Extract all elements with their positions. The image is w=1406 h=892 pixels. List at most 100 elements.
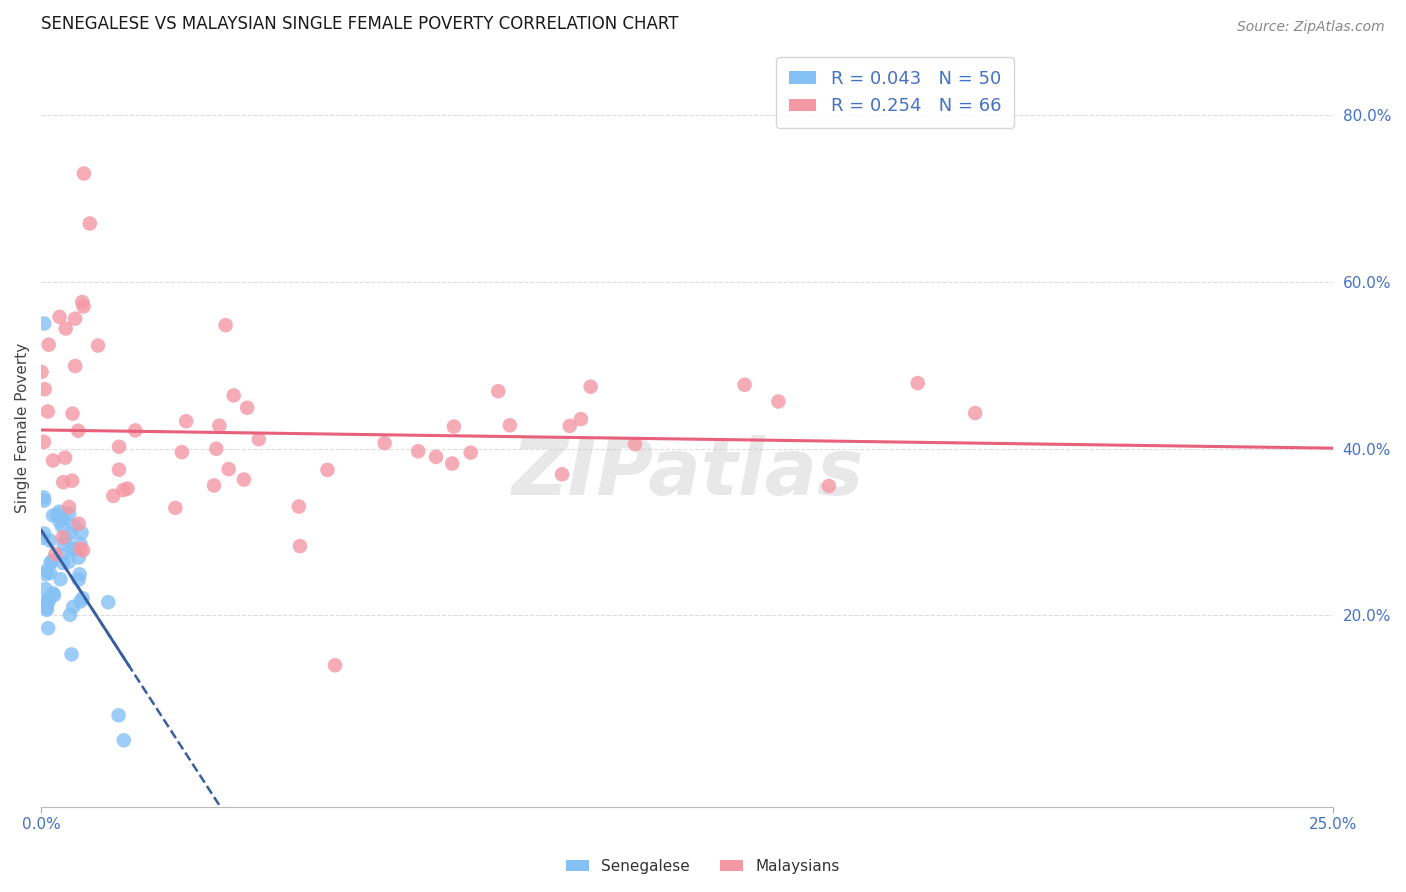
Point: [35, 567, 58, 582]
Point: [62, 542, 84, 557]
Point: [62, 407, 84, 421]
Point: [124, 423, 146, 437]
Point: [486, 384, 509, 399]
Point: [443, 419, 465, 434]
Point: [316, 463, 339, 477]
Point: [60, 474, 83, 488]
Point: [205, 442, 228, 456]
Point: [39, 556, 62, 570]
Text: SENEGALESE VS MALAYSIAN SINGLE FEMALE POVERTY CORRELATION CHART: SENEGALESE VS MALAYSIAN SINGLE FEMALE PO…: [41, 15, 679, 33]
Point: [52, 530, 75, 544]
Point: [32, 434, 55, 449]
Point: [79, 217, 101, 231]
Point: [35, 564, 58, 578]
Point: [72, 295, 94, 310]
Point: [35, 593, 58, 607]
Legend: Senegalese, Malaysians: Senegalese, Malaysians: [560, 853, 846, 880]
Point: [425, 450, 447, 464]
Point: [218, 462, 240, 476]
Point: [236, 401, 259, 415]
Point: [67, 550, 90, 565]
Point: [569, 412, 592, 426]
Point: [69, 594, 91, 608]
Point: [247, 432, 270, 446]
Point: [59, 607, 82, 622]
Point: [38, 337, 60, 351]
Point: [323, 658, 346, 673]
Point: [60, 541, 83, 556]
Point: [69, 536, 91, 550]
Point: [37, 621, 59, 635]
Text: ZIPatlas: ZIPatlas: [510, 435, 863, 511]
Y-axis label: Single Female Poverty: Single Female Poverty: [15, 343, 30, 513]
Point: [35, 603, 58, 617]
Point: [55, 532, 77, 546]
Point: [72, 543, 94, 558]
Point: [58, 507, 80, 521]
Point: [579, 380, 602, 394]
Point: [52, 512, 75, 526]
Point: [87, 338, 110, 352]
Point: [551, 467, 574, 482]
Point: [734, 377, 756, 392]
Point: [48, 505, 70, 519]
Point: [58, 555, 80, 569]
Text: Source: ZipAtlas.com: Source: ZipAtlas.com: [1237, 20, 1385, 34]
Point: [42, 588, 65, 602]
Point: [558, 418, 581, 433]
Point: [907, 376, 929, 390]
Point: [51, 548, 73, 562]
Point: [32, 526, 55, 541]
Point: [41, 554, 63, 568]
Point: [42, 586, 65, 600]
Point: [214, 318, 236, 333]
Point: [406, 444, 429, 458]
Point: [222, 388, 245, 402]
Point: [499, 418, 522, 433]
Point: [965, 406, 987, 420]
Point: [48, 310, 70, 324]
Point: [31, 531, 53, 545]
Point: [288, 539, 311, 553]
Point: [72, 591, 94, 606]
Point: [49, 572, 72, 586]
Point: [208, 418, 231, 433]
Point: [624, 437, 647, 451]
Point: [32, 491, 55, 505]
Point: [53, 450, 76, 465]
Point: [768, 394, 790, 409]
Point: [232, 473, 254, 487]
Point: [32, 317, 55, 331]
Point: [60, 648, 83, 662]
Point: [165, 500, 187, 515]
Point: [170, 445, 193, 459]
Point: [32, 493, 55, 508]
Point: [63, 311, 86, 326]
Point: [37, 404, 59, 418]
Point: [67, 573, 90, 587]
Point: [34, 382, 56, 396]
Point: [460, 445, 482, 459]
Point: [112, 483, 135, 497]
Legend: R = 0.043   N = 50, R = 0.254   N = 66: R = 0.043 N = 50, R = 0.254 N = 66: [776, 57, 1014, 128]
Point: [38, 595, 60, 609]
Point: [58, 500, 80, 514]
Point: [117, 482, 139, 496]
Point: [52, 475, 75, 490]
Point: [72, 299, 94, 313]
Point: [49, 515, 72, 529]
Point: [45, 508, 67, 522]
Point: [374, 436, 396, 450]
Point: [39, 533, 62, 548]
Point: [34, 582, 56, 596]
Point: [107, 708, 129, 723]
Point: [108, 440, 131, 454]
Point: [60, 525, 83, 540]
Point: [67, 516, 90, 531]
Point: [42, 508, 65, 523]
Point: [52, 556, 75, 570]
Point: [39, 566, 62, 580]
Point: [62, 599, 84, 614]
Point: [38, 592, 60, 607]
Point: [67, 424, 90, 438]
